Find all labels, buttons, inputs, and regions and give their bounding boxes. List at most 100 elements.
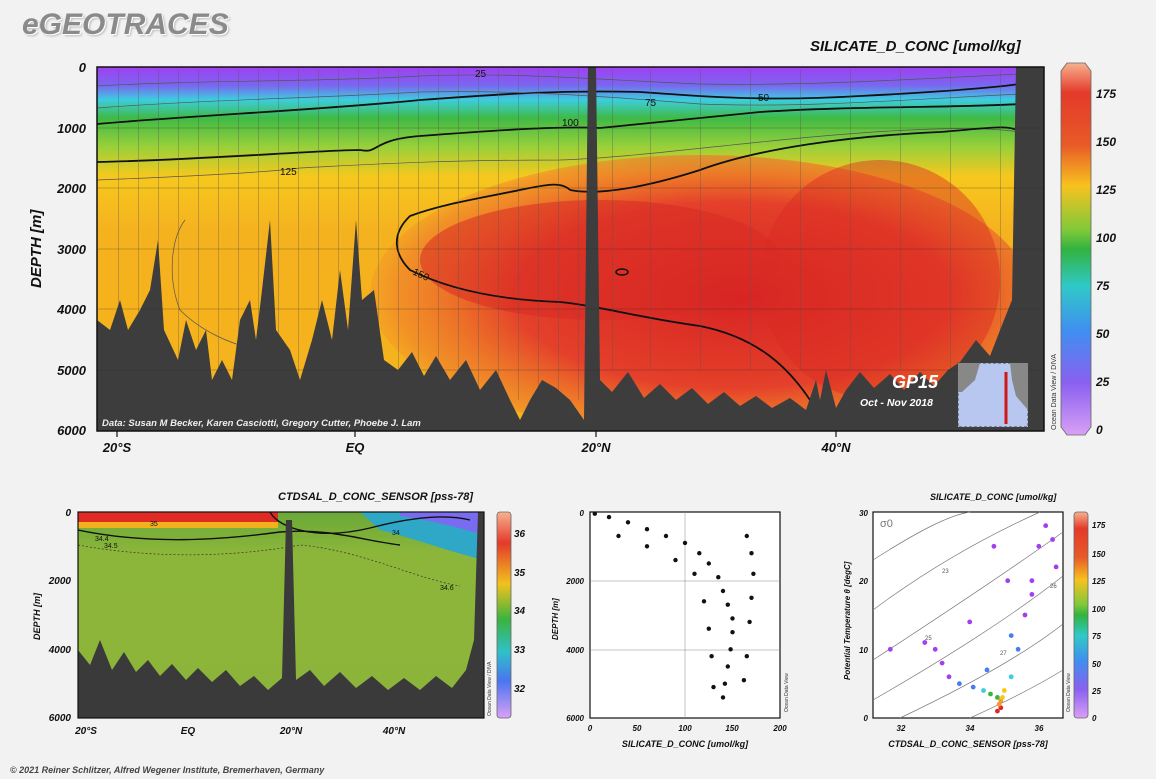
main-ytick: 3000	[57, 242, 87, 257]
ts-point	[1029, 578, 1035, 584]
ts-odv-note: Ocean Data View	[1066, 673, 1072, 712]
sal-ylabel: DEPTH [m]	[32, 592, 42, 640]
profile-point	[644, 527, 650, 532]
ts-point	[995, 708, 1000, 714]
sal-ytick: 0	[65, 508, 71, 519]
ts-ytick: 20	[858, 577, 868, 586]
ts-cb-tick: 25	[1091, 687, 1101, 696]
ts-point	[1029, 592, 1035, 597]
main-xtick: 20°N	[580, 440, 611, 455]
ts-point	[922, 640, 928, 645]
sal-cb-tick: 33	[514, 645, 526, 656]
profile-point	[720, 695, 726, 700]
sal-ytick: 4000	[48, 645, 72, 656]
sal-contour-label: 34.6	[440, 585, 454, 592]
ts-point	[988, 691, 993, 697]
isopycnal-label: 25	[925, 636, 932, 642]
ts-title: SILICATE_D_CONC [umol/kg]	[930, 492, 1057, 502]
profile-point	[722, 681, 728, 686]
prof-ylabel: DEPTH [m]	[551, 598, 560, 640]
profile-point	[751, 571, 756, 576]
profile-point	[725, 664, 730, 669]
sal-xtick: EQ	[181, 726, 196, 737]
sal-contour-label: 34.5	[104, 543, 118, 550]
main-ytick: 6000	[57, 423, 87, 438]
profile-point	[701, 599, 707, 604]
sal-cb-tick: 34	[514, 606, 526, 617]
ts-point	[1015, 646, 1021, 652]
ts-xtick: 36	[1035, 724, 1044, 733]
ts-point	[1043, 523, 1049, 529]
profile-point	[644, 544, 650, 549]
section-name: GP15	[892, 372, 939, 392]
ts-point	[984, 667, 990, 673]
sal-xtick: 40°N	[382, 726, 406, 737]
ts-point	[967, 619, 973, 625]
profile-point	[741, 678, 747, 683]
ts-point	[1022, 612, 1028, 618]
contour-label-50: 50	[758, 93, 770, 104]
main-chart-title: SILICATE_D_CONC [umol/kg]	[810, 38, 1021, 55]
sal-colorbar	[496, 511, 512, 719]
prof-xtick: 200	[772, 724, 787, 733]
station-dots	[118, 70, 1001, 410]
profile-point	[725, 602, 730, 607]
main-ytick: 2000	[56, 181, 87, 196]
prof-odv-note: Ocean Data View	[784, 673, 790, 712]
colorbar-tick: 0	[1096, 423, 1103, 437]
profile-point	[744, 533, 749, 539]
isopycnal-sigma: σ0	[880, 518, 893, 530]
contour-label-75: 75	[645, 98, 657, 109]
main-xtick: 20°S	[102, 440, 132, 455]
sal-xtick: 20°S	[74, 726, 97, 737]
ts-point	[939, 660, 945, 666]
prof-xtick: 150	[725, 724, 739, 733]
inset-map	[957, 362, 1029, 428]
sal-contour-label: 34	[392, 530, 400, 537]
profile-point	[706, 561, 711, 566]
profile-point	[747, 619, 752, 625]
ts-xtick: 34	[966, 724, 975, 733]
ts-ylabel: Potential Temperature θ [degC]	[843, 561, 852, 680]
profile-point	[625, 520, 631, 525]
sal-ytick: 2000	[48, 576, 72, 587]
isopycnal-label: 27	[1000, 651, 1007, 657]
sal-cb-tick: 35	[514, 568, 526, 579]
ts-point	[995, 695, 1000, 700]
main-ytick: 5000	[57, 363, 87, 378]
prof-ytick: 6000	[566, 714, 584, 723]
ts-point	[991, 543, 997, 549]
ts-point	[946, 674, 952, 680]
profile-point	[744, 654, 749, 659]
colorbar-tick: 25	[1095, 375, 1110, 389]
ts-point	[1005, 578, 1011, 584]
colorbar-tick: 125	[1096, 183, 1116, 197]
sal-contour-label: 34.4	[95, 536, 109, 543]
ts-point	[1000, 695, 1005, 700]
profile-point	[692, 571, 697, 576]
ts-ytick: 10	[859, 646, 868, 655]
ts-cb-tick: 0	[1092, 714, 1097, 723]
profile-point	[749, 595, 754, 600]
contour-label-25: 25	[475, 69, 487, 80]
ts-cb-tick: 125	[1092, 577, 1106, 586]
profile-point	[682, 540, 688, 546]
sal-cb-tick: 32	[514, 684, 526, 695]
data-credits: Data: Susan M Becker, Karen Casciotti, G…	[102, 418, 421, 429]
contour-label-125: 125	[280, 167, 297, 178]
colorbar-tick: 150	[1096, 135, 1116, 149]
sal-cb-tick: 36	[514, 529, 526, 540]
ts-ytick: 0	[864, 714, 869, 723]
prof-xlabel: SILICATE_D_CONC [umol/kg]	[622, 739, 749, 749]
profile-point	[616, 533, 621, 539]
colorbar-tick: 100	[1096, 231, 1116, 245]
ts-colorbar	[1073, 511, 1089, 719]
ts-xlabel: CTDSAL_D_CONC_SENSOR [pss-78]	[888, 739, 1049, 749]
salinity-bathymetry	[78, 512, 484, 718]
prof-ytick: 4000	[565, 646, 584, 655]
profile-point	[706, 626, 711, 631]
copyright-note: © 2021 Reiner Schlitzer, Alfred Wegener …	[10, 765, 325, 775]
sal-ytick: 6000	[49, 713, 72, 724]
main-ytick: 4000	[56, 302, 87, 317]
ts-point	[887, 646, 893, 652]
